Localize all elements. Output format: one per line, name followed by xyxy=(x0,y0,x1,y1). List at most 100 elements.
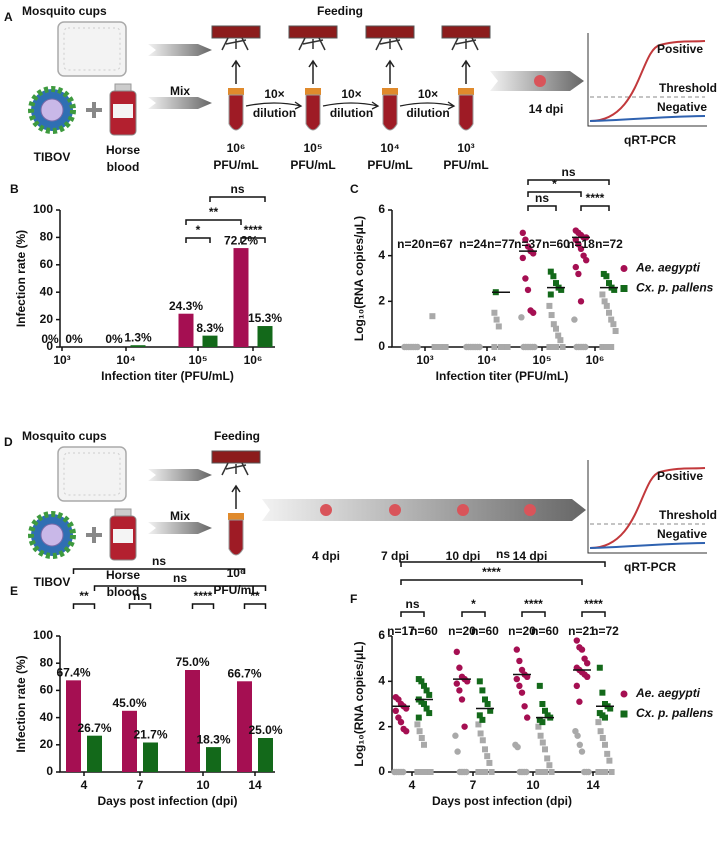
arrow xyxy=(148,44,212,56)
point xyxy=(572,263,579,271)
point xyxy=(578,646,586,653)
x-tick-label: 10 xyxy=(196,778,210,792)
n-label: n=21 xyxy=(568,624,596,638)
point xyxy=(599,291,606,298)
y-tick-label: 0 xyxy=(46,339,53,353)
virus-core xyxy=(40,98,64,122)
value-label: 21.7% xyxy=(133,728,167,742)
n-label: n=20 xyxy=(508,624,536,638)
point xyxy=(571,316,578,323)
timepoint xyxy=(524,504,536,516)
tube-cap xyxy=(458,88,474,95)
point xyxy=(553,344,559,350)
point xyxy=(522,236,529,243)
bar xyxy=(202,335,218,347)
positive-curve xyxy=(589,467,706,549)
point xyxy=(523,768,530,776)
timepoint xyxy=(457,504,469,516)
tube-cap xyxy=(228,88,244,95)
arrow xyxy=(148,522,212,534)
y-tick-label: 4 xyxy=(378,248,385,262)
bracket xyxy=(72,603,96,609)
point xyxy=(426,691,433,698)
point xyxy=(558,286,565,293)
bar xyxy=(87,735,102,772)
significance: ns xyxy=(133,589,147,603)
bar xyxy=(66,680,81,772)
bracket xyxy=(527,179,610,185)
bracket xyxy=(243,603,267,609)
qpcr-axes xyxy=(587,33,707,127)
point xyxy=(606,309,612,316)
value-label: 24.3% xyxy=(169,299,203,313)
bottle-cap xyxy=(114,83,132,92)
timepoint xyxy=(389,504,401,516)
point xyxy=(575,270,582,278)
significance: **** xyxy=(586,191,605,205)
bracket xyxy=(527,191,582,197)
timepoint xyxy=(534,75,546,87)
point xyxy=(421,741,427,748)
y-tick-label: 80 xyxy=(40,230,54,244)
point xyxy=(602,714,608,721)
n-label: n=37 xyxy=(514,237,542,251)
y-axis-label: Log₁₀(RNA copies/μL) xyxy=(352,641,366,766)
point xyxy=(610,321,617,328)
point xyxy=(547,291,554,298)
significance: ns xyxy=(230,182,244,196)
significance: **** xyxy=(524,597,543,611)
point xyxy=(577,245,585,253)
bracket xyxy=(191,603,215,609)
significance: ns xyxy=(152,554,166,568)
y-tick-label: 0 xyxy=(46,764,53,778)
point xyxy=(392,707,399,714)
bracket xyxy=(240,237,266,243)
tube xyxy=(228,519,244,556)
label: dilution xyxy=(253,106,296,120)
value-label: 0% xyxy=(105,332,123,346)
y-tick-label: 0 xyxy=(378,764,385,778)
point xyxy=(488,769,495,775)
point xyxy=(597,728,604,735)
point xyxy=(602,741,608,748)
cup xyxy=(57,21,127,77)
point xyxy=(453,648,460,656)
bar xyxy=(143,742,158,772)
point xyxy=(429,313,436,320)
panel-label: F xyxy=(350,592,357,606)
value-label: 15.3% xyxy=(248,311,282,325)
legend-label: Cx. p. pallens xyxy=(636,706,714,720)
tube-cap xyxy=(382,88,398,95)
tube xyxy=(382,94,398,131)
panel-label: E xyxy=(10,584,18,598)
point xyxy=(456,664,463,671)
significance: ** xyxy=(79,589,89,603)
feeder xyxy=(365,25,415,39)
point xyxy=(458,696,466,703)
point xyxy=(521,703,528,710)
bar xyxy=(130,345,146,347)
legend-label: Ae. aegypti xyxy=(635,686,701,700)
point xyxy=(491,309,498,316)
point xyxy=(607,705,614,712)
point xyxy=(548,769,555,775)
label: Mix xyxy=(170,509,190,523)
n-label: n=20 xyxy=(448,624,476,638)
bracket xyxy=(185,237,211,243)
feeder xyxy=(441,25,491,39)
label: Mix xyxy=(170,84,190,98)
value-label: 0% xyxy=(65,332,83,346)
point xyxy=(584,673,591,680)
point xyxy=(418,769,425,775)
label: Threshold xyxy=(659,81,717,95)
point xyxy=(416,728,423,735)
bracket xyxy=(521,611,546,617)
n-label: n=20 xyxy=(397,237,425,251)
significance: ns xyxy=(405,597,419,611)
bar xyxy=(257,326,273,347)
label: 14 dpi xyxy=(529,102,564,116)
point xyxy=(495,323,502,330)
arrow xyxy=(262,499,586,521)
point xyxy=(516,682,523,690)
